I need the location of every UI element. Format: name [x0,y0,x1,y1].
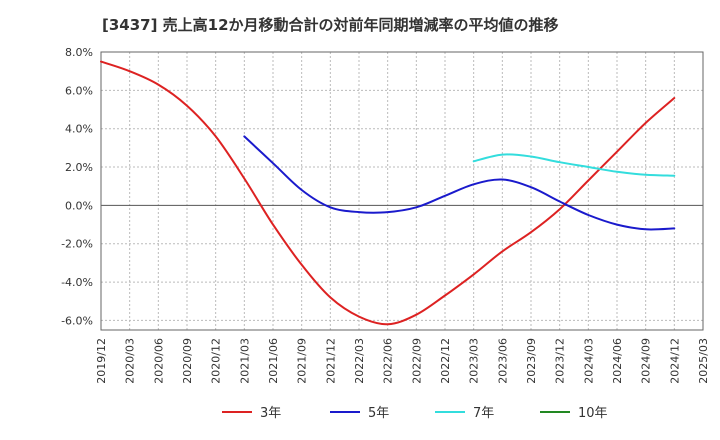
legend-label: 3年 [260,406,281,421]
y-tick-label: 4.0% [65,123,93,136]
x-tick-label: 2021/12 [324,338,337,384]
y-tick-label: -4.0% [61,276,93,289]
x-tick-label: 2021/09 [296,338,309,384]
series-line-3 [472,153,676,177]
chart-title: [3437] 売上高12か月移動合計の対前年同期増減率の平均値の推移 [102,16,559,34]
x-tick-label: 2022/09 [410,338,423,384]
y-tick-label: -2.0% [61,238,93,251]
x-tick-label: 2023/03 [468,338,481,384]
series-line-2 [243,135,676,231]
x-tick-label: 2024/09 [640,338,653,384]
y-tick-label: 0.0% [65,199,93,212]
x-tick-label: 2024/03 [582,338,595,384]
x-tick-label: 2021/03 [238,338,251,384]
series-line-1 [100,60,676,326]
x-tick-label: 2023/09 [525,338,538,384]
legend-label: 7年 [473,406,494,421]
x-tick-label: 2022/12 [439,338,452,384]
y-tick-label: 6.0% [65,84,93,97]
legend-label: 10年 [578,406,608,421]
x-tick-label: 2020/06 [152,338,165,384]
y-tick-label: 8.0% [65,46,93,59]
x-tick-label: 2020/12 [210,338,223,384]
x-tick-label: 2020/09 [181,338,194,384]
x-tick-label: 2023/12 [554,338,567,384]
plot-border [100,51,704,331]
x-tick-label: 2019/12 [95,338,108,384]
legend-label: 5年 [368,406,389,421]
x-tick-label: 2020/03 [124,338,137,384]
x-tick-label: 2022/03 [353,338,366,384]
x-tick-label: 2023/06 [496,338,509,384]
y-tick-label: 2.0% [65,161,93,174]
x-tick-label: 2022/06 [382,338,395,384]
x-tick-label: 2024/12 [668,338,681,384]
plot-area [101,52,703,330]
x-tick-label: 2025/03 [697,338,710,384]
x-tick-label: 2021/06 [267,338,280,384]
y-tick-label: -6.0% [61,314,93,327]
x-tick-label: 2024/06 [611,338,624,384]
